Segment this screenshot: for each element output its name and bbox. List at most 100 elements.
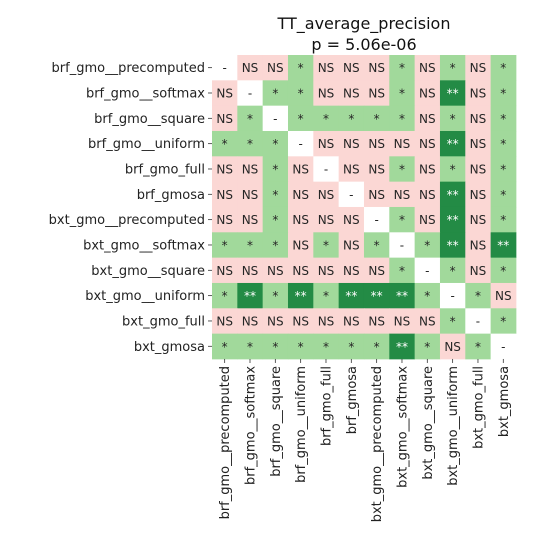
row-tick-label: bxt_gmo_full [122,314,205,329]
cell-annotation: NS [470,213,487,227]
cell-annotation: NS [419,61,436,75]
cell-annotation: NS [394,188,411,202]
cell-annotation: - [374,213,378,227]
cell-annotation: NS [216,112,233,126]
cell-annotation: * [222,238,228,252]
cell-annotation: * [450,61,456,75]
cell-annotation: NS [343,238,360,252]
cell-annotation: NS [470,86,487,100]
column-tick-label: brf_gmo__softmax [243,366,258,485]
cell-annotation: * [298,340,304,354]
chart-title: TT_average_precision [277,14,451,34]
cell-annotation: ** [447,188,459,202]
cell-annotation: * [298,61,304,75]
cell-annotation: - [400,238,404,252]
row-tick-labels: brf_gmo__precomputed brf_gmo__softmax brf_… [49,61,212,355]
cell-annotation: NS [470,61,487,75]
cell-annotation: * [500,137,506,151]
cell-annotation: NS [419,137,436,151]
cell-annotation: NS [343,264,360,278]
cell-annotation: NS [318,137,335,151]
cell-annotation: * [399,213,405,227]
cell-annotation: * [323,112,329,126]
row-tick-label: bxt_gmo__uniform [85,289,205,304]
cell-annotation: NS [419,86,436,100]
row-tick-label: brf_gmo__softmax [86,86,205,101]
cell-annotation: NS [444,340,461,354]
cell-annotation: NS [292,188,309,202]
cell-annotation: NS [216,264,233,278]
cell-annotation: * [500,61,506,75]
cell-annotation: NS [216,86,233,100]
cell-annotation: * [323,238,329,252]
cell-annotation: ** [244,289,256,303]
cell-annotation: * [272,188,278,202]
cell-annotation: NS [419,188,436,202]
cell-annotation: NS [343,61,360,75]
cell-annotation: - [298,137,302,151]
cell-annotation: - [476,314,480,328]
cell-annotation: NS [242,264,259,278]
cell-annotation: * [272,86,278,100]
cell-annotation: NS [470,137,487,151]
cell-annotation: * [500,112,506,126]
column-tick-label: bxt_gmo__precomputed [370,366,385,522]
cell-annotation: NS [419,162,436,176]
cell-annotation: NS [292,238,309,252]
cell-annotation: NS [495,289,512,303]
cell-annotation: * [475,340,481,354]
cell-annotation: NS [267,314,284,328]
cell-annotation: NS [242,314,259,328]
cell-annotation: ** [396,289,408,303]
column-tick-label: brf_gmosa [345,366,360,434]
cell-annotation: NS [242,162,259,176]
cell-annotation: * [399,162,405,176]
cell-annotation: * [222,340,228,354]
cell-annotation: * [374,340,380,354]
cell-annotation: * [424,238,430,252]
cell-annotation: * [272,162,278,176]
cell-annotation: NS [216,162,233,176]
cell-annotation: * [500,264,506,278]
cell-annotation: * [475,289,481,303]
cell-annotation: * [247,238,253,252]
row-tick-label: brf_gmo_full [125,162,205,177]
cell-annotation: - [501,340,505,354]
cell-annotation: * [272,238,278,252]
cell-annotation: * [247,340,253,354]
cell-annotation: * [298,86,304,100]
cell-annotation: NS [318,264,335,278]
cell-annotation: * [374,238,380,252]
column-tick-label: brf_gmo_full [319,366,334,446]
cell-annotation: NS [242,213,259,227]
cell-annotation: NS [368,137,385,151]
cell-annotation: * [450,314,456,328]
cell-annotation: NS [368,86,385,100]
cell-annotation: NS [470,238,487,252]
cell-annotation: * [500,213,506,227]
cell-annotation: * [222,289,228,303]
cell-annotation: * [424,340,430,354]
cell-annotation: NS [216,314,233,328]
row-tick-label: brf_gmosa [137,188,205,203]
cell-annotation: NS [470,188,487,202]
cell-annotation: - [324,162,328,176]
cell-annotation: * [348,112,354,126]
cell-annotation: * [272,289,278,303]
cell-annotation: ** [371,289,383,303]
cell-annotation: NS [242,188,259,202]
cell-annotation: NS [470,264,487,278]
cell-annotation: NS [292,264,309,278]
cell-annotation: - [450,289,454,303]
cell-annotation: * [323,289,329,303]
cell-annotation: NS [368,162,385,176]
cell-annotation: ** [396,340,408,354]
cell-annotation: ** [447,213,459,227]
cell-annotation: * [399,61,405,75]
column-tick-label: brf_gmo__precomputed [218,366,233,519]
cell-annotation: * [298,112,304,126]
cell-annotation: * [450,264,456,278]
cell-annotation: NS [318,188,335,202]
cell-annotation: * [247,112,253,126]
